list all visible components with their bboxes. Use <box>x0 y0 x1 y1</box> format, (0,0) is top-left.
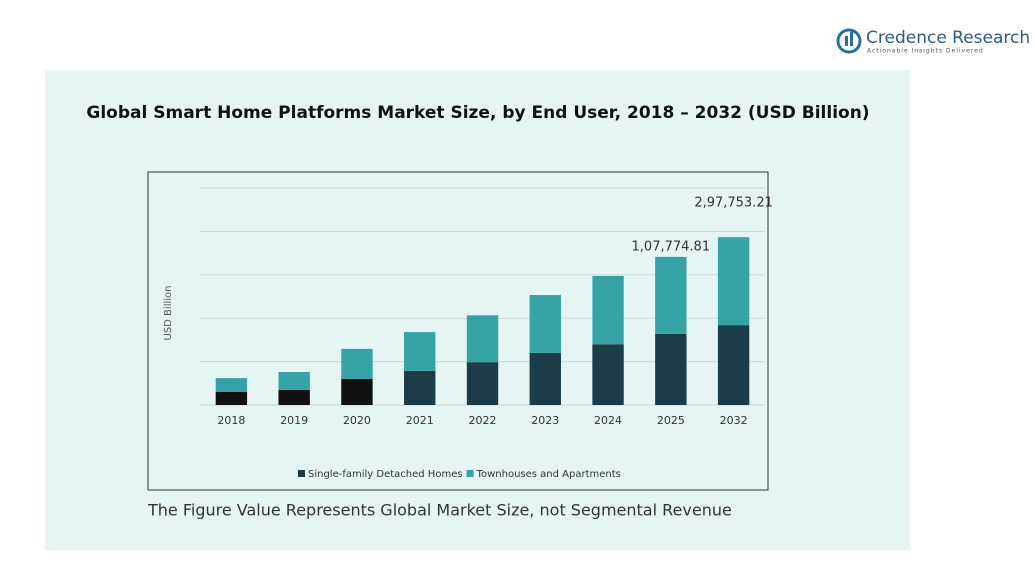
bar-segment <box>215 391 248 405</box>
x-tick-label: 2024 <box>594 414 622 427</box>
bar-segment <box>466 315 499 363</box>
bar-segment <box>592 275 624 345</box>
bar-segment <box>529 295 561 353</box>
bar-segment <box>404 332 436 371</box>
bar-segment <box>717 325 750 405</box>
legend-swatch <box>466 470 474 477</box>
x-tick-label: 2032 <box>720 414 748 427</box>
bar-segment <box>278 389 310 405</box>
legend-label: Townhouses and Apartments <box>476 469 621 480</box>
plot-frame <box>147 171 769 491</box>
bar-segment <box>655 256 687 334</box>
bar-segment <box>466 362 499 405</box>
x-tick-label: 2019 <box>280 414 308 427</box>
bar-segment <box>529 352 561 405</box>
chart-title: Global Smart Home Platforms Market Size,… <box>86 103 869 123</box>
footnote: The Figure Value Represents Global Marke… <box>147 501 732 520</box>
x-tick-label: 2018 <box>217 414 245 427</box>
logo: Credence Research Actionable Insights De… <box>836 28 1030 55</box>
bar-segment <box>215 378 248 392</box>
bar-segment <box>278 372 310 390</box>
x-tick-label: 2022 <box>469 414 497 427</box>
brand-name: Credence Research <box>866 28 1030 48</box>
x-tick-label: 2020 <box>343 414 371 427</box>
total-label: 2,97,753.21 <box>694 196 773 211</box>
bar-segment <box>592 344 624 405</box>
total-label: 1,07,774.81 <box>632 239 711 254</box>
logo-icon <box>845 36 848 46</box>
bar-segment <box>404 370 436 405</box>
x-tick-label: 2021 <box>406 414 434 427</box>
bar-segment <box>341 378 373 405</box>
x-tick-label: 2025 <box>657 414 685 427</box>
logo-icon <box>836 28 862 54</box>
panel <box>45 70 910 550</box>
legend-swatch <box>298 470 305 477</box>
bar-segment <box>655 333 687 405</box>
y-axis-label: USD Billion <box>163 286 174 341</box>
legend-label: Single-family Detached Homes <box>308 469 463 480</box>
x-tick-label: 2023 <box>531 414 559 427</box>
logo-icon <box>850 32 853 46</box>
legend: Single-family Detached Homes Townhouses a… <box>298 469 621 480</box>
bar-segment <box>717 237 750 326</box>
brand-tagline: Actionable Insights Delivered <box>867 48 984 55</box>
bar-segment <box>341 348 373 379</box>
